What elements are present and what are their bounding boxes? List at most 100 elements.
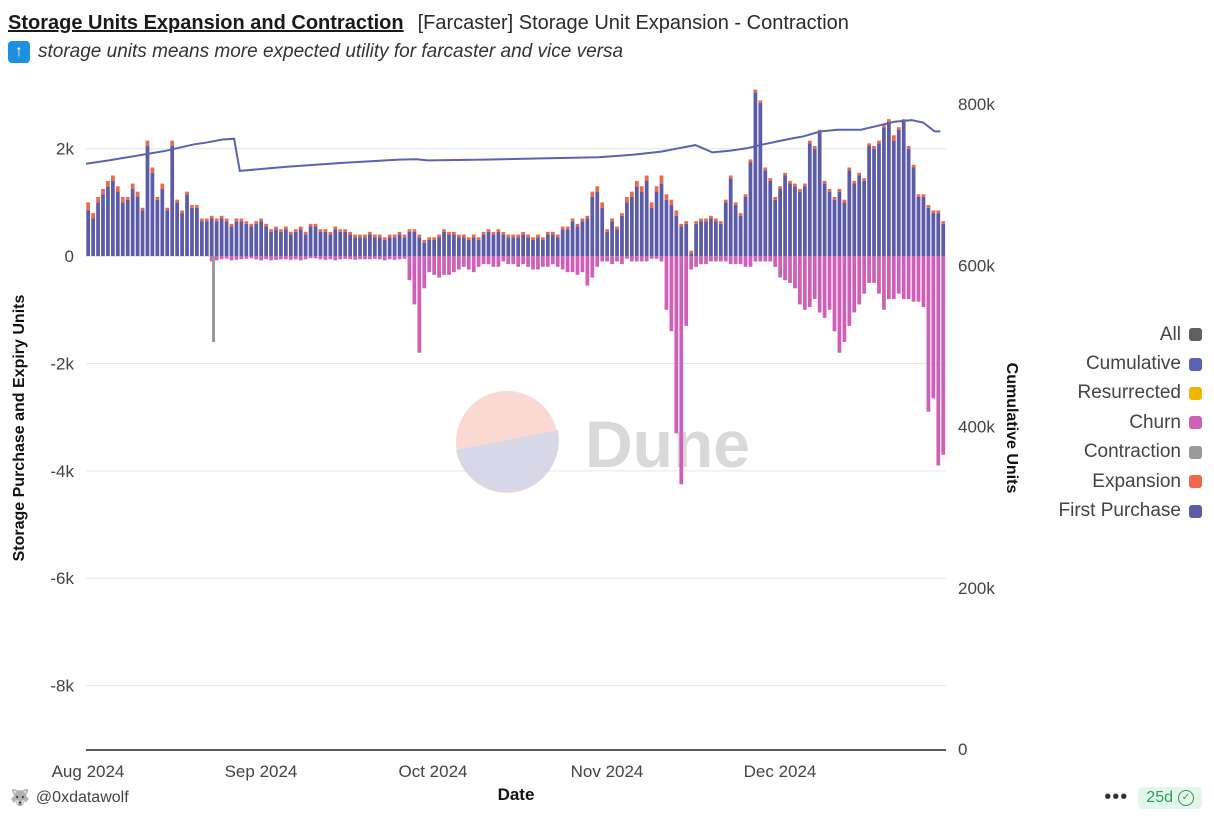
- expansion-bar[interactable]: [931, 210, 936, 214]
- expansion-bar[interactable]: [195, 205, 199, 208]
- author-info[interactable]: 🐺 @0xdatawolf: [10, 788, 129, 808]
- first-purchase-bar[interactable]: [941, 223, 946, 257]
- churn-bar[interactable]: [397, 256, 402, 260]
- first-purchase-bar[interactable]: [496, 231, 501, 257]
- churn-bar[interactable]: [412, 256, 417, 305]
- expansion-bar[interactable]: [219, 215, 224, 219]
- expansion-bar[interactable]: [209, 215, 214, 219]
- churn-bar[interactable]: [852, 256, 857, 313]
- first-purchase-bar[interactable]: [886, 121, 891, 257]
- first-purchase-bar[interactable]: [145, 146, 150, 257]
- expansion-bar[interactable]: [575, 223, 580, 227]
- expansion-bar[interactable]: [550, 231, 555, 235]
- first-purchase-bar[interactable]: [313, 226, 318, 257]
- first-purchase-bar[interactable]: [402, 237, 407, 257]
- churn-bar[interactable]: [323, 256, 328, 260]
- first-purchase-bar[interactable]: [748, 162, 753, 257]
- expansion-bar[interactable]: [368, 231, 372, 235]
- first-purchase-bar[interactable]: [689, 253, 694, 257]
- first-purchase-bar[interactable]: [185, 194, 189, 257]
- first-purchase-bar[interactable]: [214, 221, 219, 257]
- first-purchase-bar[interactable]: [634, 186, 639, 257]
- expansion-bar[interactable]: [565, 226, 570, 230]
- expansion-bar[interactable]: [313, 223, 318, 227]
- churn-bar[interactable]: [620, 256, 624, 265]
- churn-bar[interactable]: [575, 256, 580, 275]
- expansion-bar[interactable]: [101, 188, 105, 195]
- churn-bar[interactable]: [753, 256, 758, 262]
- churn-bar[interactable]: [615, 256, 619, 262]
- first-purchase-bar[interactable]: [471, 237, 476, 257]
- expansion-bar[interactable]: [264, 223, 268, 227]
- expansion-bar[interactable]: [318, 229, 323, 232]
- churn-bar[interactable]: [363, 256, 367, 260]
- first-purchase-bar[interactable]: [229, 226, 234, 257]
- churn-bar[interactable]: [318, 256, 323, 260]
- expansion-bar[interactable]: [501, 231, 506, 235]
- first-purchase-bar[interactable]: [140, 210, 145, 257]
- first-purchase-bar[interactable]: [694, 223, 698, 257]
- first-purchase-bar[interactable]: [714, 221, 718, 257]
- churn-bar[interactable]: [338, 256, 343, 260]
- first-purchase-bar[interactable]: [738, 215, 743, 257]
- expansion-bar[interactable]: [709, 215, 713, 219]
- expansion-bar[interactable]: [788, 180, 792, 184]
- churn-bar[interactable]: [793, 256, 797, 289]
- churn-bar[interactable]: [229, 256, 234, 261]
- first-purchase-bar[interactable]: [778, 188, 782, 257]
- expansion-bar[interactable]: [694, 221, 698, 224]
- expansion-bar[interactable]: [728, 175, 733, 179]
- first-purchase-bar[interactable]: [466, 239, 471, 257]
- churn-bar[interactable]: [867, 256, 871, 283]
- first-purchase-bar[interactable]: [427, 239, 432, 257]
- expansion-bar[interactable]: [471, 234, 476, 238]
- churn-bar[interactable]: [214, 256, 219, 261]
- expansion-bar[interactable]: [674, 210, 679, 216]
- first-purchase-bar[interactable]: [150, 172, 155, 257]
- churn-bar[interactable]: [600, 256, 605, 262]
- churn-bar[interactable]: [555, 256, 560, 267]
- churn-bar[interactable]: [718, 256, 723, 262]
- churn-bar[interactable]: [832, 256, 837, 332]
- first-purchase-bar[interactable]: [669, 205, 674, 257]
- churn-bar[interactable]: [768, 256, 773, 262]
- expansion-bar[interactable]: [590, 191, 595, 198]
- expansion-bar[interactable]: [644, 175, 649, 181]
- churn-bar[interactable]: [649, 256, 654, 259]
- expansion-bar[interactable]: [239, 218, 244, 222]
- first-purchase-bar[interactable]: [664, 199, 669, 257]
- churn-bar[interactable]: [872, 256, 876, 283]
- churn-bar[interactable]: [308, 256, 313, 259]
- first-purchase-bar[interactable]: [901, 121, 906, 257]
- first-purchase-bar[interactable]: [788, 183, 792, 257]
- churn-bar[interactable]: [209, 256, 214, 262]
- churn-bar[interactable]: [550, 256, 555, 265]
- expansion-bar[interactable]: [882, 124, 886, 128]
- first-purchase-bar[interactable]: [274, 229, 278, 257]
- first-purchase-bar[interactable]: [620, 215, 624, 257]
- first-purchase-bar[interactable]: [921, 197, 926, 257]
- expansion-bar[interactable]: [511, 234, 516, 238]
- expansion-bar[interactable]: [684, 221, 689, 224]
- expansion-bar[interactable]: [259, 218, 264, 222]
- churn-bar[interactable]: [313, 256, 318, 259]
- churn-bar[interactable]: [279, 256, 283, 260]
- expansion-bar[interactable]: [432, 237, 437, 240]
- churn-bar[interactable]: [817, 256, 822, 313]
- churn-bar[interactable]: [585, 256, 590, 286]
- churn-bar[interactable]: [432, 256, 437, 275]
- first-purchase-bar[interactable]: [101, 194, 105, 257]
- expansion-bar[interactable]: [798, 188, 802, 192]
- churn-bar[interactable]: [911, 256, 916, 302]
- churn-bar[interactable]: [842, 256, 847, 342]
- churn-bar[interactable]: [827, 256, 832, 310]
- first-purchase-bar[interactable]: [501, 234, 506, 257]
- expansion-bar[interactable]: [610, 218, 614, 222]
- churn-bar[interactable]: [639, 256, 644, 262]
- first-purchase-bar[interactable]: [783, 175, 787, 257]
- first-purchase-bar[interactable]: [264, 226, 268, 257]
- first-purchase-bar[interactable]: [372, 237, 377, 257]
- churn-bar[interactable]: [847, 256, 852, 326]
- first-purchase-bar[interactable]: [936, 213, 941, 257]
- first-purchase-bar[interactable]: [728, 178, 733, 257]
